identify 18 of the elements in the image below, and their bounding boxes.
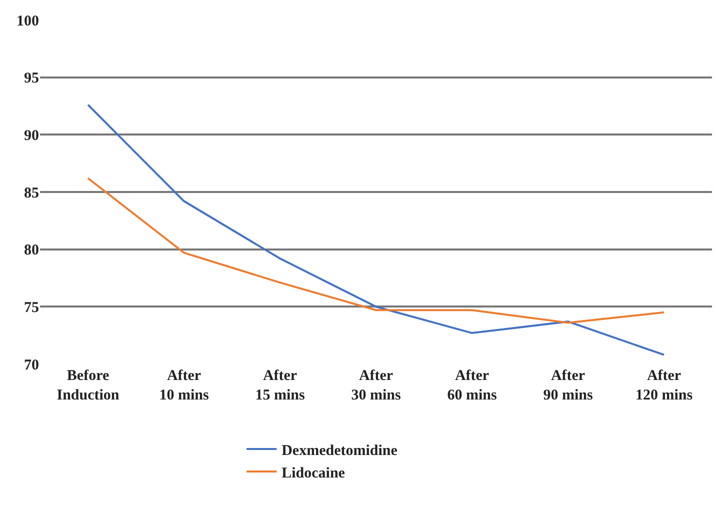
y-tick-label: 95: [24, 70, 39, 87]
y-tick-label: 70: [24, 357, 39, 374]
x-tick-label: After 120 mins: [635, 368, 693, 404]
y-tick-label: 75: [24, 300, 39, 316]
y-tick-label: 80: [24, 242, 39, 259]
y-tick-label: 100: [16, 13, 39, 30]
x-tick-label: After 30 mins: [351, 368, 401, 404]
legend-label: Dexmedetomidine: [282, 442, 398, 459]
y-tick-label: 90: [24, 128, 39, 144]
line-series: [87, 177, 665, 324]
y-tick-label: 85: [24, 185, 39, 202]
line-series: [87, 104, 665, 356]
x-tick-label: Before Induction: [56, 368, 120, 404]
legend-label: Lidocaine: [282, 465, 346, 482]
x-tick-label: After 60 mins: [447, 368, 497, 404]
x-tick-label: After 90 mins: [543, 368, 593, 404]
x-tick-label: After 10 mins: [159, 368, 209, 404]
x-tick-label: After 15 mins: [255, 368, 305, 404]
